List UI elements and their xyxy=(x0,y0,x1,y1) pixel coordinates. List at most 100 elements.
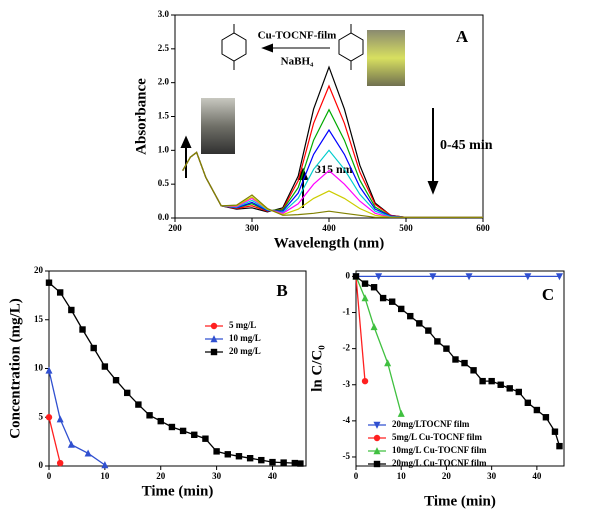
y-axis-label: Absorbance xyxy=(133,78,149,155)
marker xyxy=(370,323,378,331)
marker xyxy=(258,456,265,464)
legend-marker xyxy=(210,335,218,343)
marker xyxy=(470,367,477,374)
marker xyxy=(384,359,392,367)
molecule-product xyxy=(221,24,247,70)
marker xyxy=(68,306,75,314)
photo-before xyxy=(367,30,405,86)
marker xyxy=(398,305,405,313)
series-line xyxy=(48,417,61,464)
legend-marker xyxy=(210,348,218,356)
legend-marker xyxy=(373,434,381,442)
annotation: NaBH₄ xyxy=(281,56,314,68)
legend-label: 5 mg/L xyxy=(229,320,256,330)
marker xyxy=(515,388,522,396)
y-tick-label: 15 xyxy=(34,314,44,324)
marker xyxy=(45,414,53,421)
y-tick-label: 0 xyxy=(39,460,44,470)
legend-marker xyxy=(210,322,218,330)
y-tick-label: 2.0 xyxy=(158,77,170,87)
y-tick-label: -2 xyxy=(343,343,351,353)
marker xyxy=(202,435,209,442)
marker xyxy=(542,414,550,421)
marker xyxy=(146,412,153,419)
x-axis-label: Time (min) xyxy=(142,483,214,499)
marker xyxy=(79,326,86,333)
x-tick-label: 0 xyxy=(47,471,52,481)
marker xyxy=(425,327,432,334)
legend-label: 20 mg/L xyxy=(229,346,261,356)
marker xyxy=(416,320,423,327)
marker xyxy=(407,312,414,320)
x-tick-label: 20 xyxy=(156,471,166,481)
y-axis-label: Concentration (mg/L) xyxy=(7,298,23,438)
y-tick-label: 2.5 xyxy=(158,43,170,53)
x-tick-label: 500 xyxy=(399,223,413,233)
marker xyxy=(179,427,187,435)
y-tick-label: 3.0 xyxy=(158,9,170,19)
annotation: Cu-TOCNF-film xyxy=(258,30,337,42)
panel-label: B xyxy=(276,281,287,300)
legend-marker xyxy=(373,447,381,455)
y-tick-label: 5 xyxy=(39,411,44,421)
marker xyxy=(429,273,437,281)
marker xyxy=(379,294,387,302)
marker xyxy=(555,273,563,281)
y-tick-label: 1.5 xyxy=(158,111,170,121)
series-line xyxy=(48,282,301,465)
marker xyxy=(434,338,441,345)
y-tick-label: 1.0 xyxy=(158,144,170,154)
marker xyxy=(157,417,164,425)
marker xyxy=(524,399,532,407)
marker xyxy=(101,461,109,469)
y-tick-label: -4 xyxy=(343,415,351,425)
photo-after xyxy=(201,98,235,154)
x-tick-label: 40 xyxy=(268,471,278,481)
plot-frame xyxy=(48,270,307,467)
x-axis-label: Time (min) xyxy=(424,493,496,509)
marker xyxy=(269,458,276,466)
marker xyxy=(551,428,559,435)
y-tick-label: 10 xyxy=(34,363,44,373)
x-tick-label: 30 xyxy=(487,471,497,481)
marker xyxy=(235,453,243,460)
marker xyxy=(370,284,378,291)
marker xyxy=(443,345,450,352)
marker xyxy=(397,409,405,417)
y-tick-label: -5 xyxy=(343,451,351,461)
marker xyxy=(461,359,468,367)
y-tick-label: -3 xyxy=(343,379,351,389)
x-tick-label: 10 xyxy=(100,471,110,481)
plot-frame xyxy=(355,270,565,467)
legend-marker xyxy=(373,421,381,429)
legend-label: 20mg/L Cu-TOCNF film xyxy=(392,458,487,468)
marker xyxy=(90,344,97,352)
marker xyxy=(101,363,109,370)
marker xyxy=(375,273,383,281)
marker xyxy=(124,389,131,397)
x-tick-label: 400 xyxy=(322,223,336,233)
marker xyxy=(168,423,176,431)
marker xyxy=(45,366,53,374)
legend-label: 10mg/L Cu-TOCNF film xyxy=(392,445,487,455)
marker xyxy=(297,460,304,467)
y-axis-label: ln C/C₀ xyxy=(309,345,325,392)
y-tick-label: 0.5 xyxy=(158,178,170,188)
x-tick-label: 300 xyxy=(245,223,259,233)
annotation: 0-45 min xyxy=(440,138,493,153)
marker xyxy=(465,273,473,281)
marker xyxy=(191,431,198,438)
molecule-reactant xyxy=(338,24,364,70)
marker xyxy=(388,298,396,305)
x-tick-label: 30 xyxy=(212,471,222,481)
panel-label: C xyxy=(542,285,554,304)
legend-label: 10 mg/L xyxy=(229,333,261,343)
marker xyxy=(352,273,360,280)
panel-label: A xyxy=(456,27,469,46)
marker xyxy=(84,449,92,457)
marker xyxy=(45,279,53,286)
marker xyxy=(361,377,369,385)
marker xyxy=(56,459,64,467)
marker xyxy=(280,459,287,466)
